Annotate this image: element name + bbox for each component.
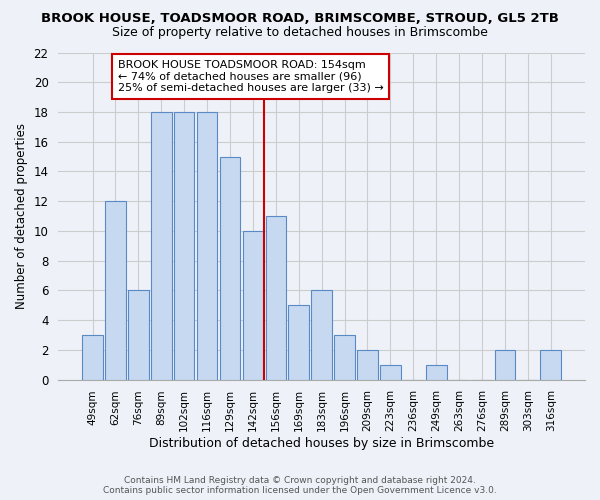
Bar xyxy=(128,290,149,380)
Bar xyxy=(220,156,241,380)
Bar xyxy=(266,216,286,380)
Text: BROOK HOUSE, TOADSMOOR ROAD, BRIMSCOMBE, STROUD, GL5 2TB: BROOK HOUSE, TOADSMOOR ROAD, BRIMSCOMBE,… xyxy=(41,12,559,26)
Bar xyxy=(289,306,309,380)
Bar xyxy=(151,112,172,380)
Bar xyxy=(82,335,103,380)
Bar xyxy=(105,201,126,380)
Bar xyxy=(334,335,355,380)
Text: Size of property relative to detached houses in Brimscombe: Size of property relative to detached ho… xyxy=(112,26,488,39)
X-axis label: Distribution of detached houses by size in Brimscombe: Distribution of detached houses by size … xyxy=(149,437,494,450)
Text: Contains HM Land Registry data © Crown copyright and database right 2024.
Contai: Contains HM Land Registry data © Crown c… xyxy=(103,476,497,495)
Bar xyxy=(197,112,217,380)
Bar xyxy=(174,112,194,380)
Bar xyxy=(311,290,332,380)
Bar xyxy=(541,350,561,380)
Bar xyxy=(380,364,401,380)
Y-axis label: Number of detached properties: Number of detached properties xyxy=(15,123,28,309)
Bar xyxy=(242,231,263,380)
Bar xyxy=(426,364,446,380)
Text: BROOK HOUSE TOADSMOOR ROAD: 154sqm
← 74% of detached houses are smaller (96)
25%: BROOK HOUSE TOADSMOOR ROAD: 154sqm ← 74%… xyxy=(118,60,383,93)
Bar xyxy=(494,350,515,380)
Bar xyxy=(357,350,378,380)
